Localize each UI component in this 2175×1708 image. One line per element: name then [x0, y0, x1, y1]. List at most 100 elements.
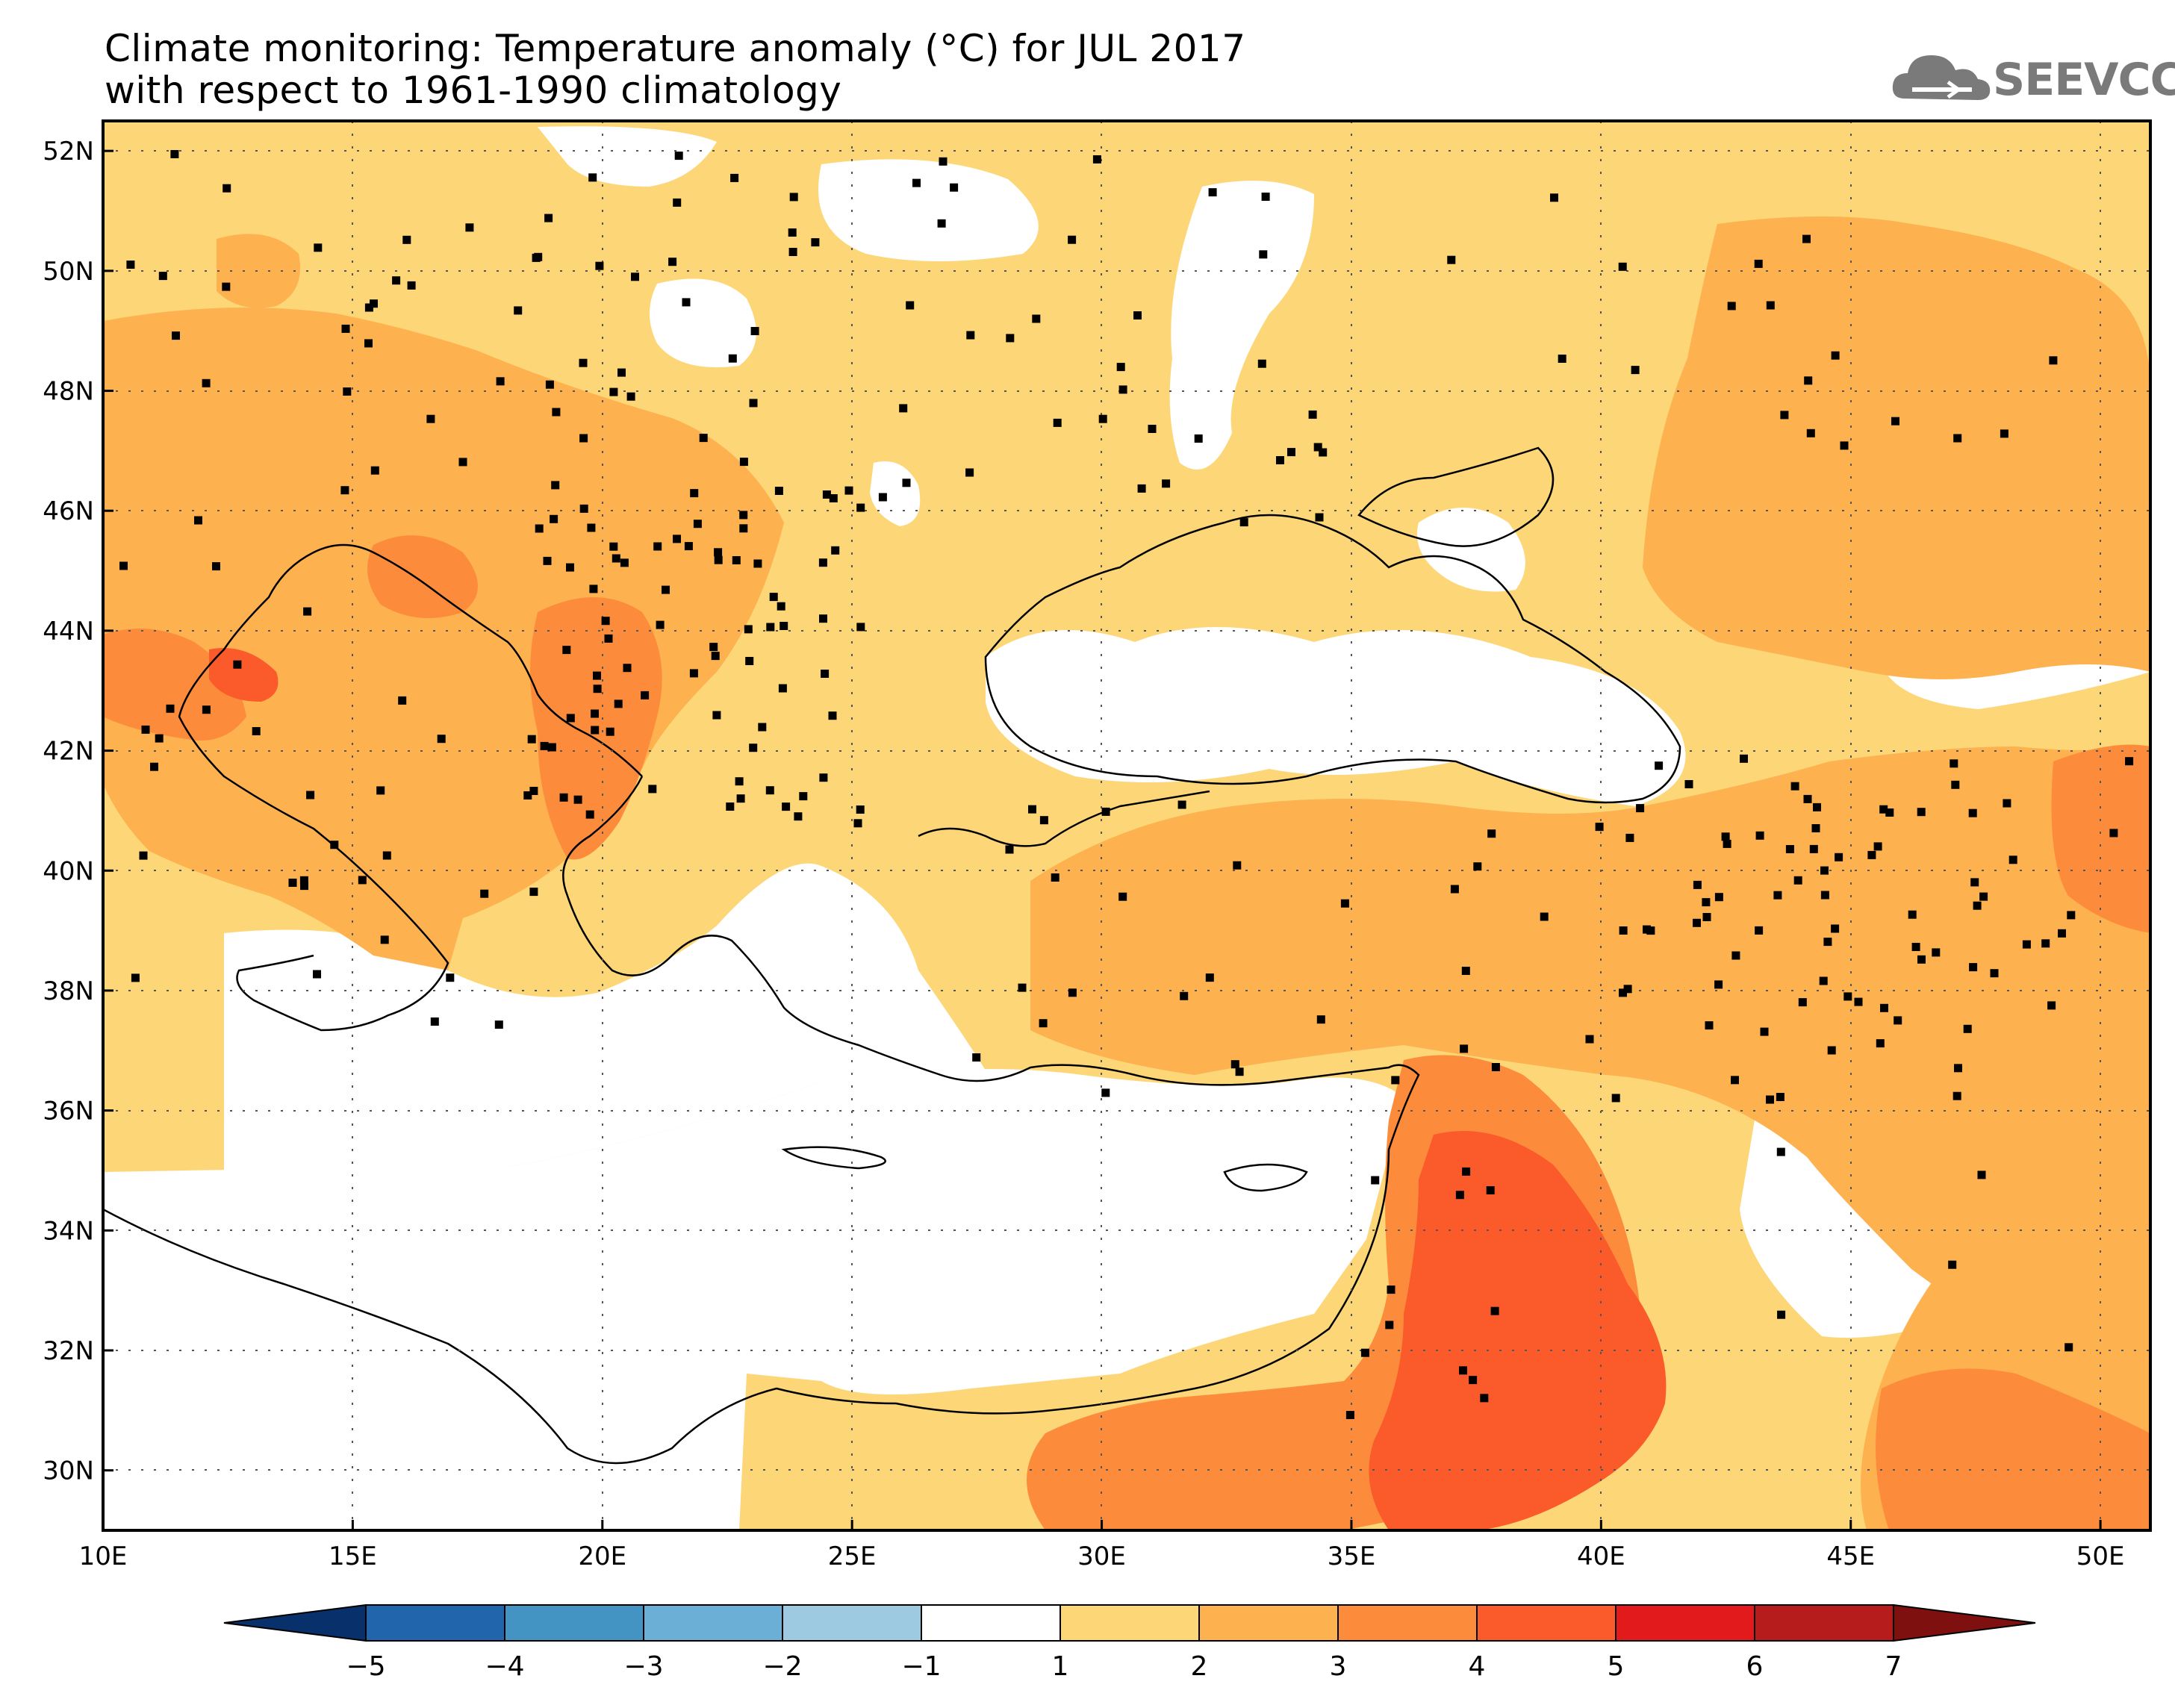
station-marker — [1831, 351, 1840, 360]
station-marker — [202, 705, 211, 714]
station-marker — [1873, 842, 1882, 851]
station-marker — [426, 414, 435, 423]
station-marker — [1316, 1015, 1325, 1024]
station-marker — [223, 184, 231, 193]
station-marker — [728, 354, 737, 363]
station-marker — [966, 331, 975, 340]
station-marker — [690, 489, 699, 498]
lat-tick-label: 46N — [43, 496, 94, 526]
station-marker — [1319, 448, 1328, 457]
station-marker — [609, 542, 618, 551]
station-marker — [1804, 376, 1813, 385]
station-marker — [1619, 988, 1627, 997]
station-marker — [1990, 969, 1999, 978]
station-marker — [300, 882, 308, 891]
station-marker — [340, 486, 349, 495]
station-marker — [828, 711, 837, 720]
station-marker — [139, 851, 148, 860]
anomaly-field — [103, 121, 2150, 1530]
lon-tick-label: 35E — [1328, 1542, 1376, 1571]
station-marker — [1360, 1348, 1369, 1357]
station-marker — [1462, 1167, 1471, 1176]
station-marker — [1068, 988, 1077, 997]
station-marker — [380, 935, 389, 944]
station-marker — [131, 973, 140, 982]
station-marker — [1970, 878, 1979, 887]
station-marker — [126, 261, 135, 269]
station-marker — [364, 339, 373, 348]
station-marker — [1116, 363, 1125, 372]
station-marker — [1969, 963, 1978, 972]
station-marker — [606, 727, 614, 736]
station-marker — [789, 193, 798, 202]
station-marker — [252, 727, 261, 735]
station-marker — [529, 787, 538, 795]
map-title-line-2: with respect to 1961-1990 climatology — [105, 69, 842, 112]
station-marker — [736, 794, 745, 803]
station-marker — [529, 888, 538, 897]
station-marker — [1491, 1063, 1500, 1071]
station-marker — [1194, 434, 1203, 443]
station-marker — [1723, 839, 1731, 848]
station-marker — [1885, 808, 1894, 817]
station-marker — [1018, 983, 1027, 992]
station-marker — [150, 762, 158, 771]
station-marker — [480, 889, 489, 898]
station-marker — [341, 324, 350, 333]
station-marker — [1684, 780, 1693, 788]
station-marker — [1954, 1064, 1962, 1073]
colorbar-label: 7 — [1885, 1651, 1902, 1682]
station-marker — [1827, 1046, 1836, 1055]
station-marker — [732, 556, 741, 564]
station-marker — [726, 802, 735, 811]
station-marker — [653, 542, 662, 551]
station-marker — [1819, 976, 1828, 985]
station-marker — [2058, 929, 2066, 938]
station-marker — [494, 1020, 503, 1029]
station-marker — [819, 773, 828, 782]
station-marker — [559, 793, 568, 802]
lat-tick-label: 42N — [43, 737, 94, 767]
lon-tick-label: 20E — [578, 1542, 626, 1571]
station-marker — [1550, 193, 1558, 202]
station-marker — [1447, 255, 1456, 264]
station-marker — [1932, 948, 1941, 957]
station-marker — [777, 602, 785, 611]
station-marker — [358, 876, 367, 885]
station-marker — [566, 714, 575, 723]
station-marker — [1032, 314, 1041, 323]
station-marker — [1177, 800, 1186, 809]
station-marker — [739, 511, 748, 520]
station-marker — [699, 434, 708, 443]
station-marker — [739, 458, 748, 467]
station-marker — [829, 494, 838, 502]
colorbar-label: −5 — [346, 1651, 385, 1682]
station-marker — [1755, 831, 1764, 840]
station-marker — [1867, 850, 1876, 859]
station-marker — [1585, 1035, 1594, 1044]
station-marker — [306, 791, 315, 800]
lat-tick-label: 36N — [43, 1097, 94, 1126]
station-marker — [458, 458, 467, 467]
station-marker — [496, 377, 505, 386]
colorbar-swatch — [1615, 1604, 1755, 1642]
station-marker — [673, 534, 681, 543]
station-marker — [1766, 301, 1775, 310]
station-marker — [799, 792, 808, 801]
station-marker — [780, 622, 788, 630]
station-marker — [155, 734, 164, 743]
station-marker — [1636, 804, 1645, 813]
station-marker — [844, 486, 853, 495]
station-marker — [1558, 355, 1566, 363]
station-marker — [749, 399, 758, 408]
station-marker — [1917, 955, 1926, 964]
station-marker — [170, 150, 179, 158]
station-marker — [626, 392, 635, 401]
station-marker — [2049, 356, 2058, 365]
station-marker — [2003, 799, 2011, 808]
colorbar-swatch — [643, 1604, 783, 1642]
station-marker — [212, 562, 220, 571]
lat-tick-label: 30N — [43, 1456, 94, 1486]
station-marker — [899, 404, 908, 413]
